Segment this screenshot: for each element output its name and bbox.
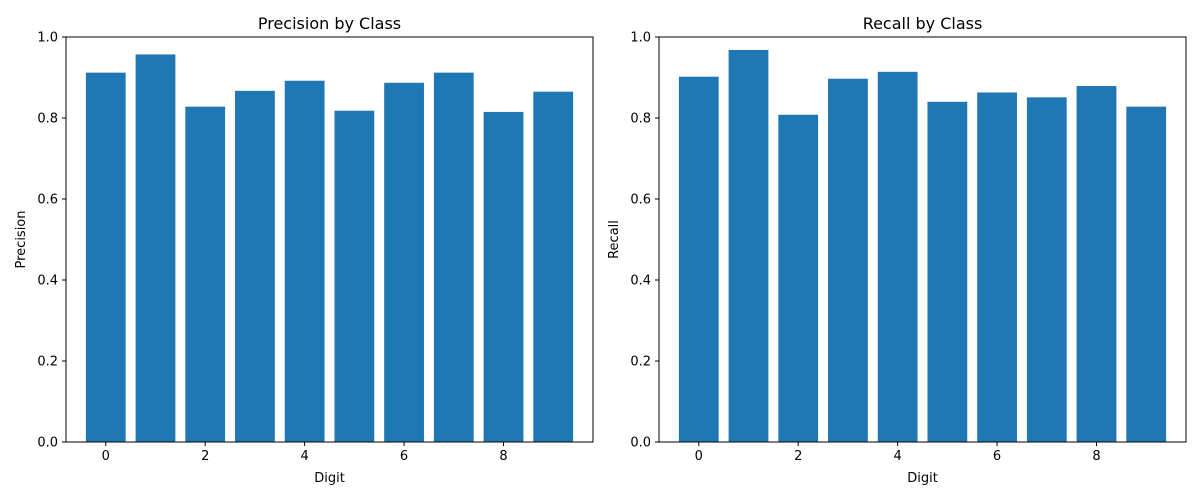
x-tick-label: 8 [1092,449,1100,464]
y-tick-label: 1.0 [37,31,58,46]
y-axis-label: Precision [14,210,29,268]
x-tick-label: 0 [102,449,110,464]
bars [678,49,1167,443]
y-tick-label: 0.4 [37,274,58,289]
y-axis-ticks: 0.0 0.2 0.4 0.6 0.8 1.0 [630,31,659,451]
x-tick-label: 2 [794,449,802,464]
bar-digit-4 [284,80,325,443]
chart-title: Recall by Class [863,14,983,33]
y-axis-label: Recall [607,220,622,259]
bar-digit-6 [977,92,1017,443]
bar-digit-9 [533,91,574,443]
bar-digit-9 [1126,106,1167,442]
x-axis-label: Digit [314,471,345,486]
bar-digit-2 [185,106,226,442]
y-tick-label: 0.6 [37,193,58,208]
y-tick-label: 0.0 [37,436,58,451]
y-tick-label: 0.2 [630,355,651,370]
bar-digit-4 [877,71,918,442]
bar-digit-8 [1076,86,1117,442]
bar-digit-0 [85,72,126,442]
x-axis-label: Digit [907,471,938,486]
bar-digit-3 [235,90,275,443]
x-tick-label: 6 [993,449,1001,464]
y-tick-label: 0.2 [37,355,58,370]
bar-digit-6 [384,82,424,442]
bar-digit-1 [135,54,176,442]
plot-frame [658,36,1187,443]
bar-digit-5 [334,110,375,443]
plot-frame [65,36,594,443]
x-tick-label: 2 [201,449,209,464]
recall-chart: Recall by Class 0.0 0.2 0.4 0.6 0.8 1.0 0 2 4 6 8… [607,14,1187,486]
x-axis-ticks: 0 2 4 6 8 [102,442,508,464]
bar-digit-0 [678,76,719,442]
y-tick-label: 0.8 [630,112,651,127]
x-axis-ticks: 0 2 4 6 8 [695,442,1101,464]
y-tick-label: 0.6 [630,193,651,208]
precision-chart: Precision by Class 0.0 0.2 0.4 0.6 0.8 1.0 0 2… [14,14,594,486]
bar-digit-2 [778,114,819,442]
y-tick-label: 0.0 [630,436,651,451]
chart-title: Precision by Class [258,14,401,33]
y-tick-label: 0.4 [630,274,651,289]
bar-digit-5 [927,101,968,443]
bars [85,54,574,443]
bar-digit-3 [828,78,868,442]
y-tick-label: 0.8 [37,112,58,127]
bar-digit-7 [433,72,474,442]
bar-digit-7 [1026,97,1067,442]
x-tick-label: 8 [499,449,507,464]
x-tick-label: 4 [894,449,902,464]
x-tick-label: 0 [695,449,703,464]
bar-digit-8 [483,111,524,443]
x-tick-label: 6 [400,449,408,464]
x-tick-label: 4 [301,449,309,464]
y-axis-ticks: 0.0 0.2 0.4 0.6 0.8 1.0 [37,31,66,451]
y-tick-label: 1.0 [630,31,651,46]
bar-digit-1 [728,49,769,443]
